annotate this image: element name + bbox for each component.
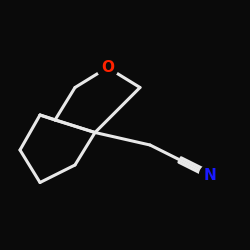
- Circle shape: [97, 57, 118, 78]
- Text: O: O: [101, 60, 114, 75]
- Circle shape: [200, 164, 220, 186]
- Text: N: N: [204, 168, 216, 182]
